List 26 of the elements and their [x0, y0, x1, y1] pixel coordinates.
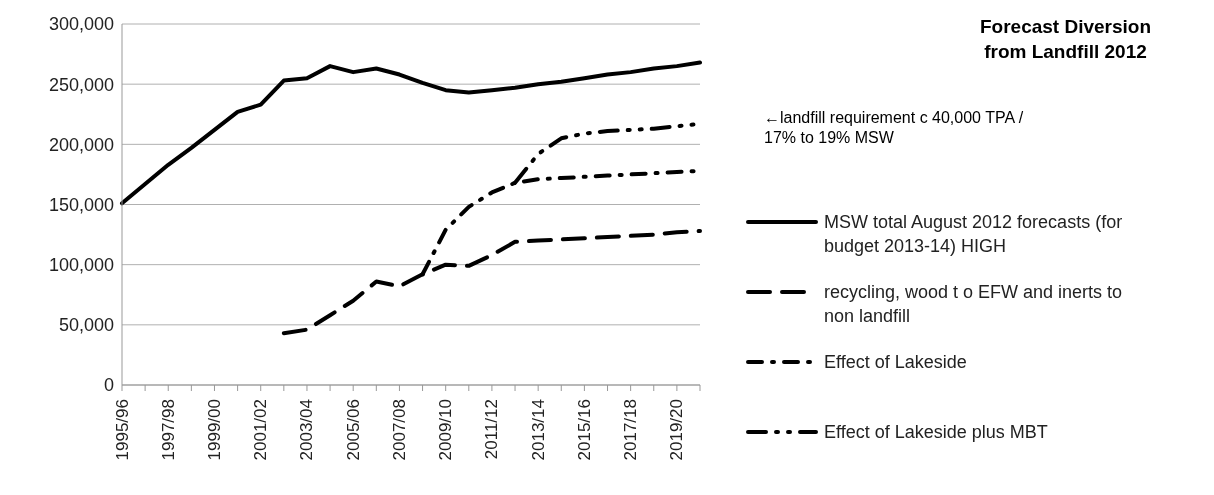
y-tick-label: 100,000: [48, 255, 114, 276]
text: ←landfill requirement c 40,000 TPA / 17% to 19% MSW: [764, 108, 1025, 148]
legend-label: Effect of Lakeside plus MBT: [824, 421, 1049, 444]
y-tick-label: 150,000: [48, 194, 114, 215]
x-tick-label: 1995/96: [112, 399, 132, 461]
legend-label: MSW total August 2012 forecasts (for budget 2013-14) HIGH: [824, 211, 1124, 258]
x-tick-label: 2003/04: [297, 399, 317, 461]
x-tick-label: 2007/08: [389, 399, 409, 461]
y-tick-label: 0: [103, 375, 114, 396]
legend-label: Effect of Lakeside: [824, 351, 968, 374]
x-tick-label: 1997/98: [158, 399, 178, 461]
x-tick-label: 2009/10: [436, 399, 456, 461]
x-tick-label: 2005/06: [343, 399, 363, 461]
y-tick-label: 300,000: [48, 14, 114, 35]
x-tick-label: 2019/20: [667, 399, 687, 461]
x-tick-label: 2001/02: [251, 399, 271, 461]
x-tick-label: 2017/18: [621, 399, 641, 461]
x-tick-label: 2015/16: [574, 399, 594, 461]
y-tick-label: 250,000: [48, 74, 114, 95]
legend-label: recycling, wood t o EFW and inerts to non landfill: [824, 281, 1124, 328]
text: Forecast Diversion from Landfill 2012: [978, 15, 1153, 64]
x-tick-label: 2011/12: [482, 399, 502, 460]
x-tick-label: 1999/00: [204, 399, 224, 461]
y-tick-label: 50,000: [58, 315, 114, 336]
x-tick-label: 2013/14: [528, 399, 548, 461]
y-tick-label: 200,000: [48, 134, 114, 155]
